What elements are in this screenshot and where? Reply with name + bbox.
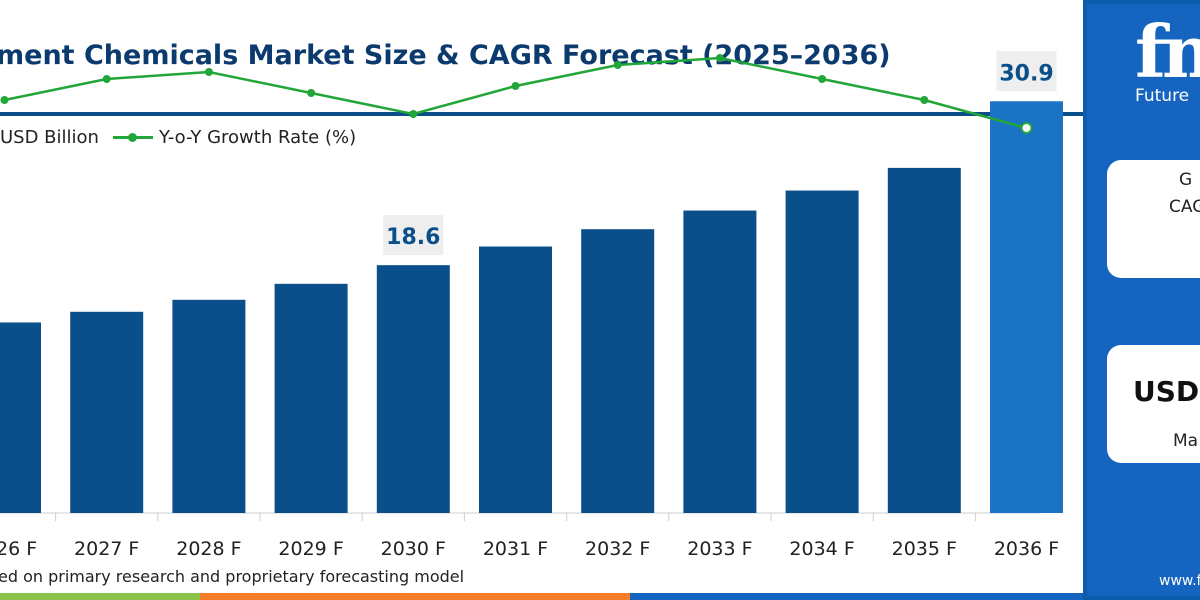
ticks-layer: 2026 F 2027 F 2028 F 2029 F 2030 F 2031 F 2032… <box>0 513 1059 560</box>
x-tick-label: 2032 F <box>585 538 650 560</box>
x-tick-label: 2029 F <box>278 538 343 560</box>
growth-point <box>818 75 827 83</box>
data-labels-layer: 18.6 30.9 <box>383 51 1057 256</box>
x-tick-label: 2033 F <box>687 538 752 560</box>
footer-stripes <box>0 593 1083 600</box>
growth-point <box>920 96 929 104</box>
legend-line-swatch <box>112 131 153 143</box>
stat-card-cagr: G CAG <box>1107 160 1200 278</box>
x-tick-label: 2035 F <box>892 538 957 560</box>
bar-2026-f <box>0 322 41 513</box>
bar-2035-f <box>887 167 961 513</box>
stat-card-cagr-line1: G <box>1179 170 1193 190</box>
title-divider <box>0 112 1083 116</box>
brand-name: Future <box>1135 86 1190 106</box>
growth-line <box>4 56 1027 130</box>
growth-point <box>1020 122 1033 134</box>
bar-2031-f <box>479 246 552 513</box>
stat-card-market-value: USD Ma <box>1107 345 1200 463</box>
brand-sidebar: fm Future G CAG USD Ma www.fu <box>1083 0 1200 600</box>
legend-item-bars: USD Billion <box>0 127 99 148</box>
bar-2027-f <box>70 311 144 513</box>
x-tick-label: 2034 F <box>789 538 854 560</box>
chart-title: ment Chemicals Market Size & CAGR Foreca… <box>0 40 891 71</box>
x-tick-label: 2036 F <box>994 538 1059 560</box>
legend-label-bars: USD Billion <box>0 126 99 148</box>
bar-2032-f <box>581 229 655 513</box>
bar-2030-f <box>376 265 450 513</box>
growth-point <box>102 75 111 83</box>
bar-2033-f <box>683 210 757 513</box>
data-label-value: 30.9 <box>999 61 1053 86</box>
stripe-orange <box>200 593 630 600</box>
source-note: ed on primary research and proprietary f… <box>0 567 465 586</box>
x-tick-label: 2027 F <box>74 538 139 560</box>
brand-logo[interactable]: fm <box>1135 9 1200 94</box>
growth-point <box>511 82 520 90</box>
stripe-green <box>0 593 200 600</box>
x-tick-label: 2030 F <box>381 538 446 560</box>
data-label-bg <box>996 51 1057 92</box>
bar-2029-f <box>274 283 348 513</box>
bars-layer <box>0 101 1063 514</box>
growth-point <box>715 54 724 62</box>
stat-card-label: Ma <box>1173 431 1199 451</box>
bar-2036-f <box>990 101 1063 514</box>
chart-legend: USD Billion Y-o-Y Growth Rate (%) <box>0 124 356 150</box>
data-label-bg <box>383 215 444 256</box>
bar-2028-f <box>172 299 246 513</box>
growth-point <box>0 96 9 104</box>
legend-item-growth: Y-o-Y Growth Rate (%) <box>112 126 357 148</box>
growth-point <box>204 68 213 76</box>
x-tick-label: 2026 F <box>0 538 37 560</box>
growth-point <box>409 110 418 118</box>
site-url-link[interactable]: www.fu <box>1159 573 1200 589</box>
chart-panel: ment Chemicals Market Size & CAGR Foreca… <box>0 40 1083 600</box>
growth-point <box>613 61 622 69</box>
x-tick-label: 2028 F <box>176 538 241 560</box>
brand-sidebar-inner <box>1087 4 1200 596</box>
growth-line-layer <box>0 54 1033 134</box>
stat-card-value: USD <box>1133 375 1200 408</box>
bar-2034-f <box>785 190 859 514</box>
stat-card-cagr-line2: CAG <box>1169 197 1200 217</box>
data-label-value: 18.6 <box>386 225 440 250</box>
x-tick-label: 2031 F <box>483 538 548 560</box>
growth-point <box>307 89 316 97</box>
stripe-blue <box>630 593 1083 600</box>
legend-label-growth: Y-o-Y Growth Rate (%) <box>158 126 357 148</box>
chart-plot: 2026 F 2027 F 2028 F 2029 F 2030 F 2031 F 2032… <box>0 51 1063 560</box>
